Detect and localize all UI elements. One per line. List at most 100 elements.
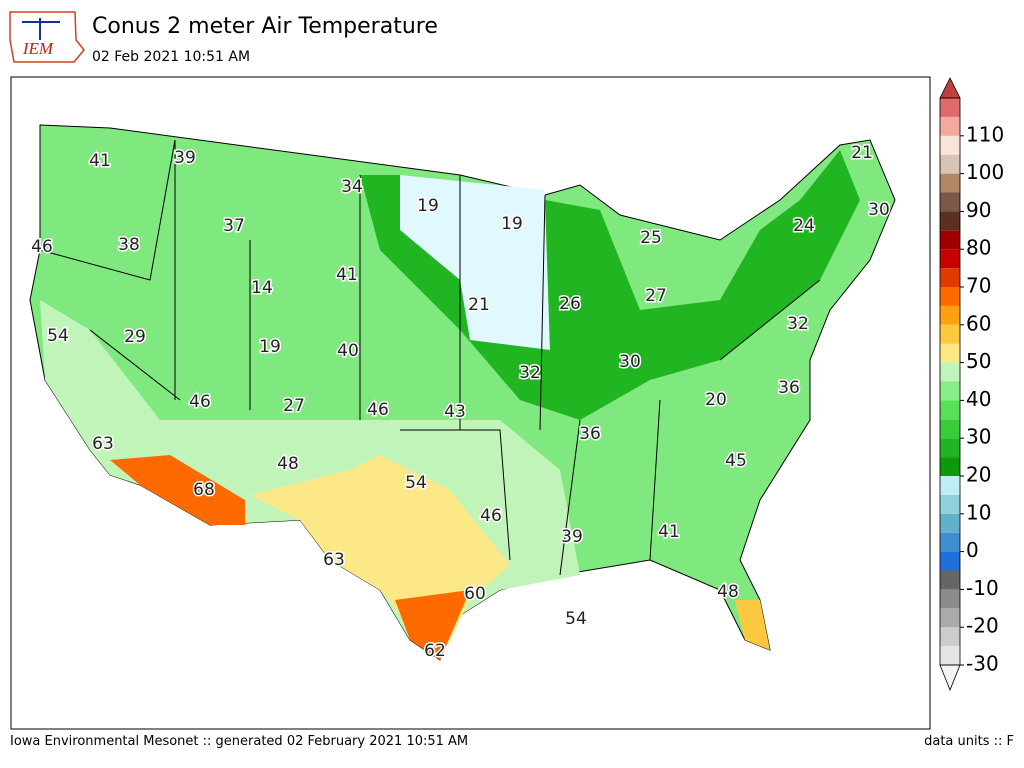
colorbar-band (940, 154, 960, 174)
temp-label: 39 (561, 527, 583, 547)
colorbar-tick-label: 0 (966, 538, 979, 562)
temp-label: 19 (417, 196, 439, 216)
colorbar-band (940, 494, 960, 514)
temp-label: 32 (519, 363, 541, 383)
temp-label: 27 (283, 396, 305, 416)
temp-label: 14 (251, 278, 273, 298)
dark-green-band (360, 150, 860, 420)
temp-label: 46 (367, 400, 389, 420)
colorbar-tick-label: -20 (966, 614, 999, 638)
colorbar-tick-label: 20 (966, 463, 991, 487)
temp-label: 41 (658, 522, 680, 542)
temp-label: 32 (787, 314, 809, 334)
logo: IEM (9, 11, 85, 63)
temp-label: 38 (118, 235, 140, 255)
temp-label: 46 (480, 506, 502, 526)
temp-label: 54 (47, 326, 69, 346)
temp-label: 27 (645, 286, 667, 306)
colorbar-band (940, 268, 960, 287)
colorbar-band (940, 476, 960, 495)
temp-label: 34 (341, 177, 363, 197)
colorbar-tick-label: 10 (966, 500, 991, 524)
colorbar-band (940, 627, 960, 647)
colorbar-band (940, 249, 960, 269)
florida-tip (735, 600, 770, 650)
temp-label: 19 (501, 214, 523, 234)
subtitle: 02 Feb 2021 10:51 AM (92, 49, 250, 65)
temp-label: 54 (405, 473, 427, 493)
colorbar-band (940, 381, 960, 401)
map (29, 124, 896, 661)
temp-label: 30 (619, 352, 641, 372)
colorbar-band (940, 532, 960, 552)
colorbar-band (940, 457, 960, 476)
temp-label: 41 (336, 265, 358, 285)
colorbar-tick-label: 70 (966, 274, 991, 298)
colorbar-band (940, 343, 960, 363)
temp-label: 21 (468, 295, 490, 315)
temp-label: 37 (223, 216, 245, 236)
temp-label: 40 (337, 341, 359, 361)
colorbar-tick-label: 60 (966, 311, 991, 335)
colorbar-band (940, 419, 960, 439)
colorbar-band (940, 192, 960, 212)
temp-label: 43 (444, 402, 466, 422)
temp-label: 36 (778, 378, 800, 398)
temp-label: 36 (579, 424, 601, 444)
footer-right: data units :: F (924, 734, 1014, 749)
temp-label: 63 (323, 550, 345, 570)
cold-region (400, 175, 550, 350)
colorbar-tick-label: 50 (966, 349, 991, 373)
colorbar-band (940, 135, 960, 155)
temp-label: 62 (424, 641, 446, 661)
footer-left: Iowa Environmental Mesonet :: generated … (10, 734, 468, 749)
colorbar-band (940, 551, 960, 571)
temp-label: 41 (89, 151, 111, 171)
temp-label: 24 (793, 216, 815, 236)
colorbar-band (940, 173, 960, 193)
hot-southwest (110, 455, 245, 525)
colorbar-band (940, 98, 960, 117)
temp-label: 21 (851, 143, 873, 163)
temp-label: 54 (565, 609, 587, 629)
colorbar: -30 -20 -10 0 10 20 30 40 50 60 70 80 90 100 110 (939, 77, 1004, 692)
temp-label: 48 (277, 454, 299, 474)
colorbar-band (940, 438, 960, 458)
title: Conus 2 meter Air Temperature (92, 14, 438, 39)
temp-label: 45 (725, 451, 747, 471)
colorbar-tick-label: 40 (966, 387, 991, 411)
colorbar-arrow-top (939, 77, 961, 99)
colorbar-band (940, 362, 960, 382)
temp-label: 20 (705, 390, 727, 410)
temp-label: 46 (31, 237, 53, 257)
colorbar-band (940, 608, 960, 628)
colorbar-band (940, 324, 960, 344)
colorbar-tick-label: 30 (966, 425, 991, 449)
colorbar-tick-label: -30 (966, 652, 999, 676)
temp-label: 60 (464, 584, 486, 604)
state-lines (39, 139, 821, 576)
temp-label: 25 (640, 228, 662, 248)
colorbar-band (940, 646, 960, 665)
colorbar-arrow-bottom (939, 664, 961, 692)
logo-text: IEM (22, 39, 54, 58)
colorbar-frame (939, 97, 961, 666)
colorbar-tick-label: 90 (966, 198, 991, 222)
colorbar-band (940, 211, 960, 231)
temperature-labels: 41 39 34 19 19 21 30 24 25 46 38 37 41 14 21 26 27 54 29 19… (30, 142, 892, 663)
colorbar-band (940, 589, 960, 609)
colorbar-band (940, 570, 960, 590)
colorbar-tick-label: -10 (966, 576, 999, 600)
colorbar-band (940, 230, 960, 250)
colorbar-band (940, 305, 960, 325)
temp-label: 30 (868, 200, 890, 220)
temp-label: 26 (559, 294, 581, 314)
temp-label: 63 (92, 434, 114, 454)
temp-label: 68 (193, 480, 215, 500)
colorbar-band (940, 116, 960, 136)
hot-texas (395, 590, 470, 660)
colorbar-band (940, 287, 960, 306)
colorbar-tick-label: 80 (966, 236, 991, 260)
temp-label: 19 (259, 337, 281, 357)
